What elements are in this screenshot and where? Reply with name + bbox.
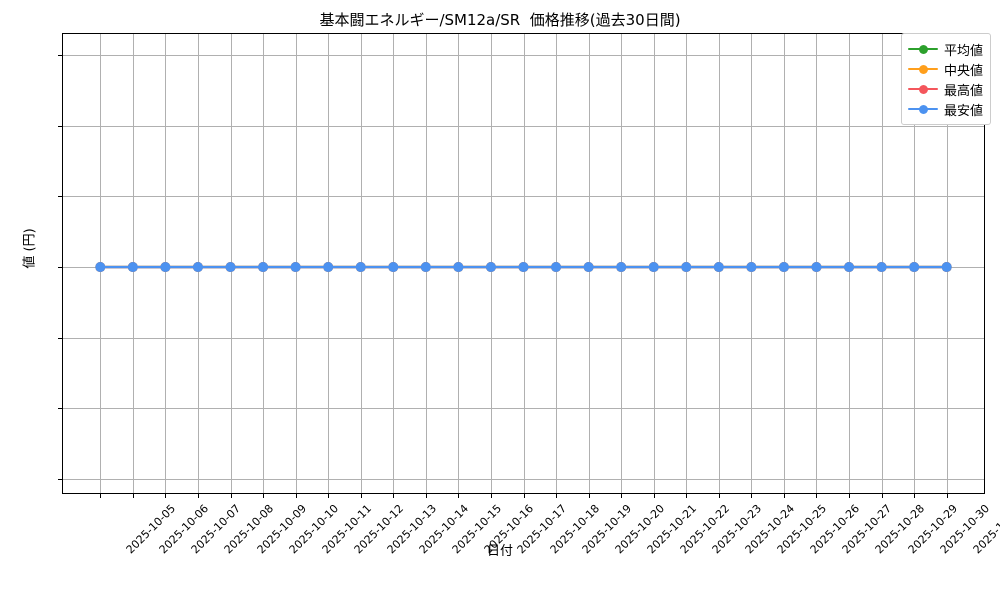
x-tick-mark	[165, 493, 167, 498]
data-point	[420, 262, 431, 273]
data-point	[518, 262, 529, 273]
y-tick-mark	[58, 478, 63, 480]
data-point	[583, 262, 594, 273]
legend-item-3[interactable]: 最高値	[908, 79, 983, 99]
x-tick-mark	[523, 493, 525, 498]
x-tick-mark	[653, 493, 655, 498]
data-point	[713, 262, 724, 273]
data-point	[485, 262, 496, 273]
x-tick-mark	[458, 493, 460, 498]
x-tick-mark	[588, 493, 590, 498]
x-tick-mark	[686, 493, 688, 498]
x-tick-mark	[849, 493, 851, 498]
legend-label: 中央値	[944, 63, 984, 79]
legend-label: 最高値	[944, 83, 984, 99]
data-point	[876, 262, 887, 273]
y-tick-mark	[58, 267, 63, 269]
chart-title: 基本闘エネルギー/SM12a/SR 価格推移(過去30日間)	[319, 11, 681, 29]
x-tick-mark	[100, 493, 102, 498]
series-canvas	[95, 262, 952, 273]
data-point	[355, 262, 366, 273]
legend-label: 最安値	[944, 103, 984, 119]
y-tick-mark	[58, 196, 63, 198]
chart-legend[interactable]: 平均値中央値最高値最安値	[901, 33, 992, 125]
legend-label: 平均値	[944, 43, 984, 59]
legend-marker-icon	[908, 82, 938, 96]
x-tick-mark	[946, 493, 948, 498]
x-tick-mark	[556, 493, 558, 498]
x-tick-mark	[751, 493, 753, 498]
data-point	[290, 262, 301, 273]
x-tick-mark	[132, 493, 134, 498]
y-tick-mark	[58, 55, 63, 57]
legend-item-4[interactable]: 最安値	[908, 99, 983, 119]
data-point	[160, 262, 171, 273]
x-tick-mark	[783, 493, 785, 498]
data-point	[616, 262, 627, 273]
x-tick-mark	[425, 493, 427, 498]
y-axis-label: 値 (円)	[22, 228, 38, 269]
legend-marker-icon	[908, 62, 938, 76]
x-tick-mark	[914, 493, 916, 498]
plot-area: 5505605705805906006102025-10-052025-10-0…	[58, 33, 1000, 556]
data-point	[192, 262, 203, 273]
data-point	[844, 262, 855, 273]
data-point	[127, 262, 138, 273]
legend-item-1[interactable]: 平均値	[908, 39, 983, 59]
data-point	[941, 262, 952, 273]
x-tick-mark	[230, 493, 232, 498]
data-point	[225, 262, 236, 273]
data-point	[551, 262, 562, 273]
x-tick-mark	[360, 493, 362, 498]
x-tick-mark	[621, 493, 623, 498]
x-tick-mark	[718, 493, 720, 498]
y-tick-mark	[58, 125, 63, 127]
legend-item-2[interactable]: 中央値	[908, 59, 983, 79]
data-point	[258, 262, 269, 273]
x-tick-mark	[816, 493, 818, 498]
x-tick-mark	[295, 493, 297, 498]
data-point	[388, 262, 399, 273]
x-axis-label: 日付	[486, 544, 513, 559]
data-point	[909, 262, 920, 273]
data-point	[453, 262, 464, 273]
data-point	[681, 262, 692, 273]
data-point	[746, 262, 757, 273]
data-point	[648, 262, 659, 273]
x-tick-mark	[393, 493, 395, 498]
data-layer	[63, 34, 984, 493]
y-tick-mark	[58, 408, 63, 410]
y-tick-mark	[58, 337, 63, 339]
x-tick-mark	[197, 493, 199, 498]
legend-marker-icon	[908, 42, 938, 56]
data-point	[778, 262, 789, 273]
x-tick-mark	[490, 493, 492, 498]
x-tick-mark	[328, 493, 330, 498]
legend-marker-icon	[908, 102, 938, 116]
x-tick-mark	[881, 493, 883, 498]
data-point	[95, 262, 106, 273]
data-point	[323, 262, 334, 273]
data-point	[811, 262, 822, 273]
series-4	[95, 262, 952, 273]
x-tick-mark	[263, 493, 265, 498]
